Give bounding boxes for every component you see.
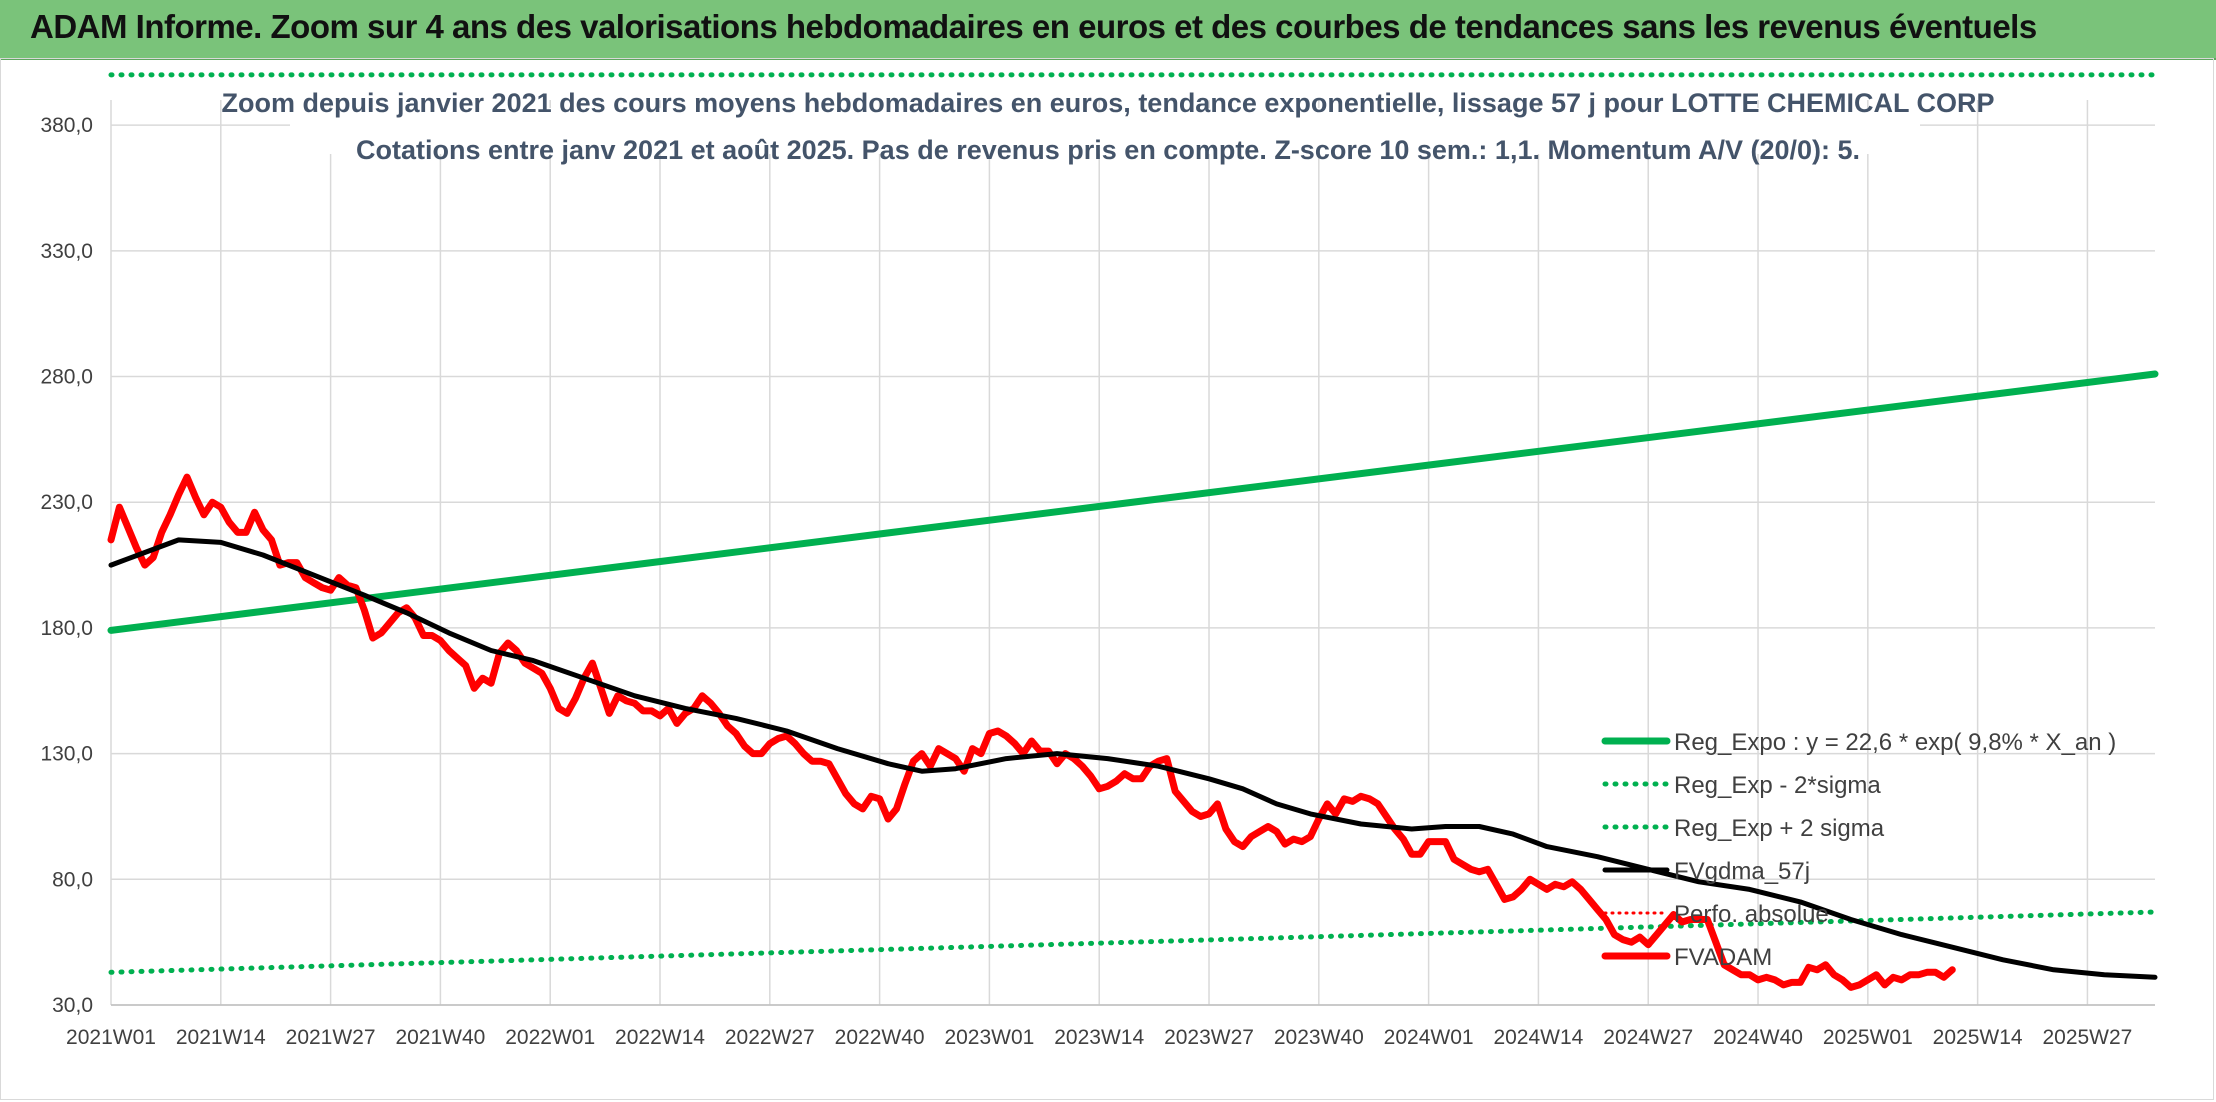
reg-expo-line: [107, 370, 2159, 634]
y-tick-label: 230,0: [40, 491, 93, 514]
reg-exp-minus-2sigma-line: [108, 909, 2158, 975]
x-tick-label: 2025W14: [1933, 1026, 2023, 1049]
x-tick-label: 2023W40: [1274, 1026, 1364, 1049]
x-tick-label: 2022W40: [835, 1026, 925, 1049]
x-tick-label: 2023W14: [1054, 1026, 1144, 1049]
x-tick-label: 2025W27: [2042, 1026, 2132, 1049]
legend-label: FVADAM: [1674, 944, 1772, 971]
x-tick-label: 2021W01: [66, 1026, 156, 1049]
y-tick-label: 330,0: [40, 240, 93, 263]
x-tick-label: 2024W40: [1713, 1026, 1803, 1049]
legend-label: FVgdma_57j: [1674, 858, 1810, 885]
y-tick-label: 280,0: [40, 366, 93, 389]
legend-label: Reg_Expo : y = 22,6 * exp( 9,8% * X_an ): [1674, 729, 2116, 756]
x-tick-label: 2023W01: [944, 1026, 1034, 1049]
legend: Reg_Expo : y = 22,6 * exp( 9,8% * X_an )…: [1601, 729, 2116, 971]
x-tick-label: 2022W27: [725, 1026, 815, 1049]
y-tick-label: 130,0: [40, 743, 93, 766]
x-tick-label: 2021W27: [286, 1026, 376, 1049]
grid: [110, 100, 2155, 1006]
banner: ADAM Informe. Zoom sur 4 ans des valoris…: [0, 0, 2216, 60]
series-layer: [107, 72, 2159, 991]
y-tick-label: 380,0: [40, 114, 93, 137]
title-backdrop: [290, 108, 1920, 154]
x-tick-label: 2024W14: [1493, 1026, 1583, 1049]
x-tick-label: 2024W27: [1603, 1026, 1693, 1049]
legend-label: Perfo. absolue: [1674, 901, 1829, 928]
banner-title: ADAM Informe. Zoom sur 4 ans des valoris…: [30, 8, 2037, 45]
x-tick-label: 2024W01: [1384, 1026, 1474, 1049]
chart-frame: [0, 58, 2214, 1100]
y-tick-label: 80,0: [52, 868, 93, 891]
chart-subtitle: Cotations entre janv 2021 et août 2025. …: [355, 135, 1861, 165]
fvadam-line: [107, 473, 1956, 991]
x-tick-label: 2025W01: [1823, 1026, 1913, 1049]
x-tick-label: 2022W01: [505, 1026, 595, 1049]
x-tick-label: 2021W14: [176, 1026, 266, 1049]
legend-label: Reg_Exp - 2*sigma: [1674, 772, 1881, 799]
x-tick-label: 2021W40: [395, 1026, 485, 1049]
y-tick-label: 30,0: [52, 994, 93, 1017]
x-tick-label: 2023W27: [1164, 1026, 1254, 1049]
y-tick-label: 180,0: [40, 617, 93, 640]
legend-label: Reg_Exp + 2 sigma: [1674, 815, 1885, 842]
axes: 30,0 80,0 130,0 180,0 230,0 280,0 330,0 380,0 20…: [40, 114, 2155, 1049]
fvgdma-57j-line: [108, 537, 2158, 980]
chart-title: Zoom depuis janvier 2021 des cours moyen…: [221, 88, 1995, 118]
x-tick-label: 2022W14: [615, 1026, 705, 1049]
